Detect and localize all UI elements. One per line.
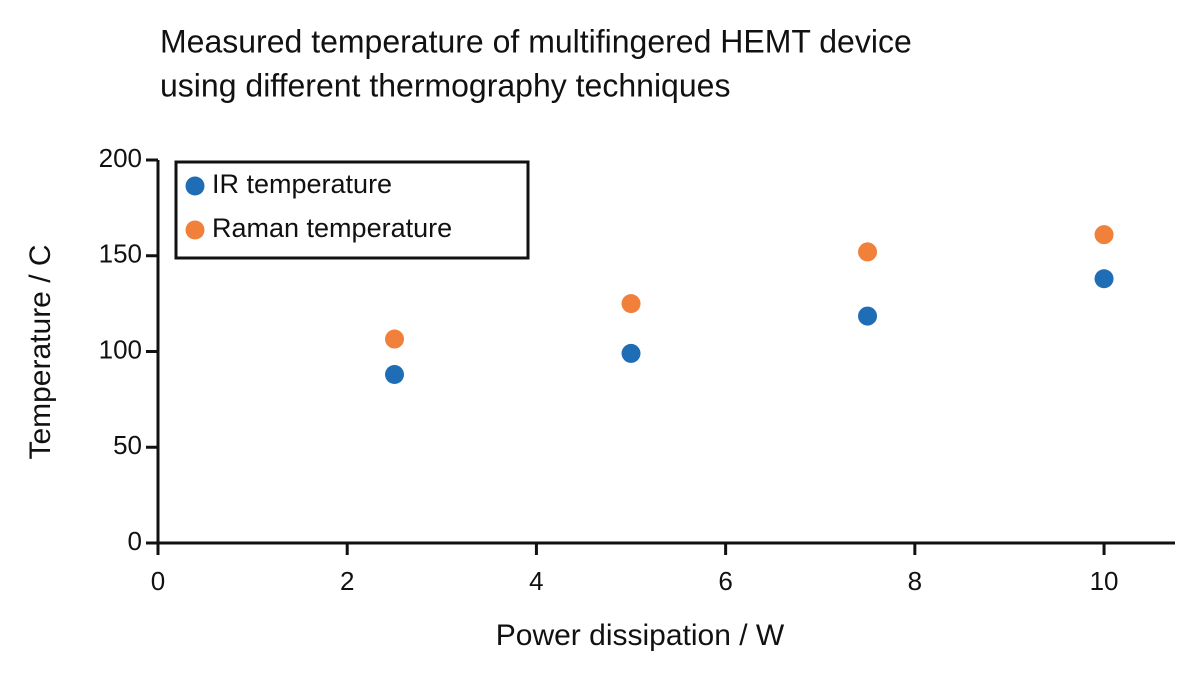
y-tick-label: 150	[99, 239, 142, 269]
data-point	[858, 306, 878, 326]
y-tick-label: 200	[99, 143, 142, 173]
data-point	[858, 242, 878, 262]
chart-title: using different thermography techniques	[160, 67, 730, 103]
x-tick-label: 6	[718, 566, 732, 596]
legend-box	[174, 160, 530, 260]
chart-title: Measured temperature of multifingered HE…	[160, 23, 912, 59]
y-tick-label: 0	[128, 526, 142, 556]
y-axis-label: Temperature / C	[24, 244, 57, 459]
legend-label: Raman temperature	[212, 213, 452, 243]
data-point	[385, 329, 405, 349]
x-axis-label: Power dissipation / W	[496, 619, 785, 652]
x-tick-label: 4	[529, 566, 543, 596]
data-point	[385, 364, 405, 384]
y-tick-label: 50	[113, 430, 142, 460]
x-tick-label: 2	[340, 566, 354, 596]
data-point	[1094, 225, 1114, 245]
data-point	[1094, 269, 1114, 289]
data-point	[621, 294, 641, 314]
legend-label: IR temperature	[212, 169, 392, 199]
data-point	[621, 343, 641, 363]
x-tick-label: 10	[1090, 566, 1119, 596]
x-tick-label: 8	[908, 566, 922, 596]
y-tick-label: 100	[99, 334, 142, 364]
legend-marker	[185, 220, 205, 240]
legend-marker	[185, 176, 205, 196]
x-tick-label: 0	[151, 566, 165, 596]
